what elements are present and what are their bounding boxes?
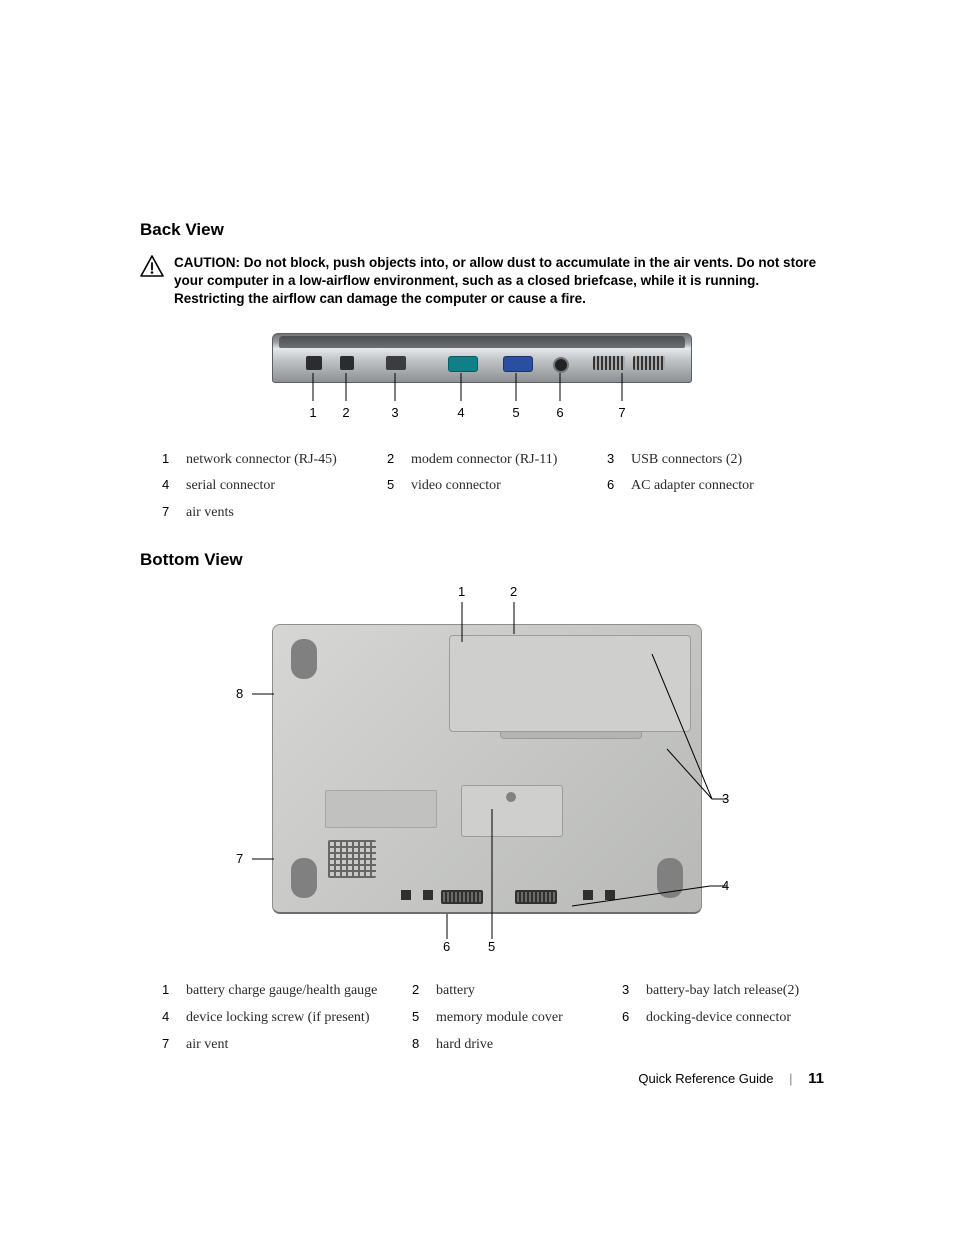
legend-num: 2 [387, 447, 411, 474]
rj11-port [340, 356, 354, 370]
bottom-marker [423, 890, 433, 900]
caution-icon [140, 255, 164, 282]
legend-label-vents: air vents [186, 500, 246, 527]
caution-block: CAUTION: Do not block, push objects into… [140, 254, 824, 309]
legend-label-latch: battery-bay latch release(2) [646, 978, 811, 1005]
page-footer: Quick Reference Guide | 11 [638, 1070, 824, 1087]
legend-label-serial: serial connector [186, 473, 287, 500]
back-callout-2: 2 [342, 405, 349, 420]
legend-num: 4 [162, 1005, 186, 1032]
legend-label-harddrive: hard drive [436, 1032, 505, 1059]
bottom-view-figure: 1 2 8 7 3 4 5 6 [232, 584, 732, 954]
ac-port [553, 357, 569, 373]
bottom-callout-8: 8 [236, 686, 243, 701]
bottom-callout-5: 5 [488, 939, 495, 954]
bottom-callout-6: 6 [443, 939, 450, 954]
bottom-callout-7: 7 [236, 851, 243, 866]
legend-num: 3 [607, 447, 631, 474]
legend-num: 1 [162, 978, 186, 1005]
air-vent-2 [633, 356, 665, 370]
legend-num: 2 [412, 978, 436, 1005]
legend-label-airvent: air vent [186, 1032, 240, 1059]
legend-num: 7 [162, 500, 186, 527]
laptop-back-chassis [272, 333, 692, 383]
caution-body: Do not block, push objects into, or allo… [174, 255, 816, 306]
docking-connector [441, 890, 483, 904]
bottom-marker [401, 890, 411, 900]
usb-port [386, 356, 406, 370]
back-callout-5: 5 [512, 405, 519, 420]
bottom-marker [583, 890, 593, 900]
legend-label-usb: USB connectors (2) [631, 447, 754, 474]
air-vent-1 [593, 356, 625, 370]
legend-num: 7 [162, 1032, 186, 1059]
legend-num: 6 [622, 1005, 646, 1032]
caution-label: CAUTION: [174, 255, 240, 270]
legend-label-gauge: battery charge gauge/health gauge [186, 978, 389, 1005]
back-callout-4: 4 [457, 405, 464, 420]
back-legend: 1network connector (RJ-45) 2modem connec… [162, 447, 824, 527]
footer-title: Quick Reference Guide [638, 1071, 773, 1086]
rubber-foot [657, 858, 683, 898]
caution-text-block: CAUTION: Do not block, push objects into… [174, 254, 824, 309]
rubber-foot [291, 639, 317, 679]
legend-num: 1 [162, 447, 186, 474]
bottom-marker [605, 890, 615, 900]
legend-num: 3 [622, 978, 646, 1005]
bottom-legend: 1battery charge gauge/health gauge 2batt… [162, 978, 824, 1058]
back-view-heading: Back View [140, 220, 824, 240]
legend-label-rj45: network connector (RJ-45) [186, 447, 349, 474]
battery-panel [449, 635, 691, 732]
laptop-bottom-chassis [272, 624, 702, 914]
legend-num: 4 [162, 473, 186, 500]
legend-num: 5 [412, 1005, 436, 1032]
legend-label-rj11: modem connector (RJ-11) [411, 447, 569, 474]
bottom-air-vent [328, 840, 376, 878]
back-callout-7: 7 [618, 405, 625, 420]
footer-divider: | [789, 1071, 792, 1086]
rj45-port [306, 356, 322, 370]
bottom-callout-1: 1 [458, 584, 465, 599]
bottom-view-heading: Bottom View [140, 550, 824, 570]
legend-label-video: video connector [411, 473, 513, 500]
serial-port [448, 356, 478, 372]
legend-label-memcover: memory module cover [436, 1005, 575, 1032]
memory-module-cover [461, 785, 563, 837]
legend-label-lockscrew: device locking screw (if present) [186, 1005, 381, 1032]
footer-page-number: 11 [808, 1070, 824, 1087]
vga-port [503, 356, 533, 372]
bottom-callout-4: 4 [722, 878, 729, 893]
legend-num: 8 [412, 1032, 436, 1059]
legend-label-battery: battery [436, 978, 487, 1005]
bottom-callout-3: 3 [722, 791, 729, 806]
rubber-foot [291, 858, 317, 898]
label-plate [325, 790, 437, 828]
laptop-lid [279, 336, 685, 348]
back-view-figure: 1 2 3 4 5 6 7 [272, 333, 692, 423]
legend-label-ac: AC adapter connector [631, 473, 766, 500]
legend-num: 5 [387, 473, 411, 500]
back-callout-6: 6 [556, 405, 563, 420]
legend-num: 6 [607, 473, 631, 500]
back-callout-1: 1 [309, 405, 316, 420]
legend-label-dock: docking-device connector [646, 1005, 803, 1032]
bottom-callout-2: 2 [510, 584, 517, 599]
docking-connector [515, 890, 557, 904]
document-page: Back View CAUTION: Do not block, push ob… [0, 0, 954, 1235]
back-callout-3: 3 [391, 405, 398, 420]
